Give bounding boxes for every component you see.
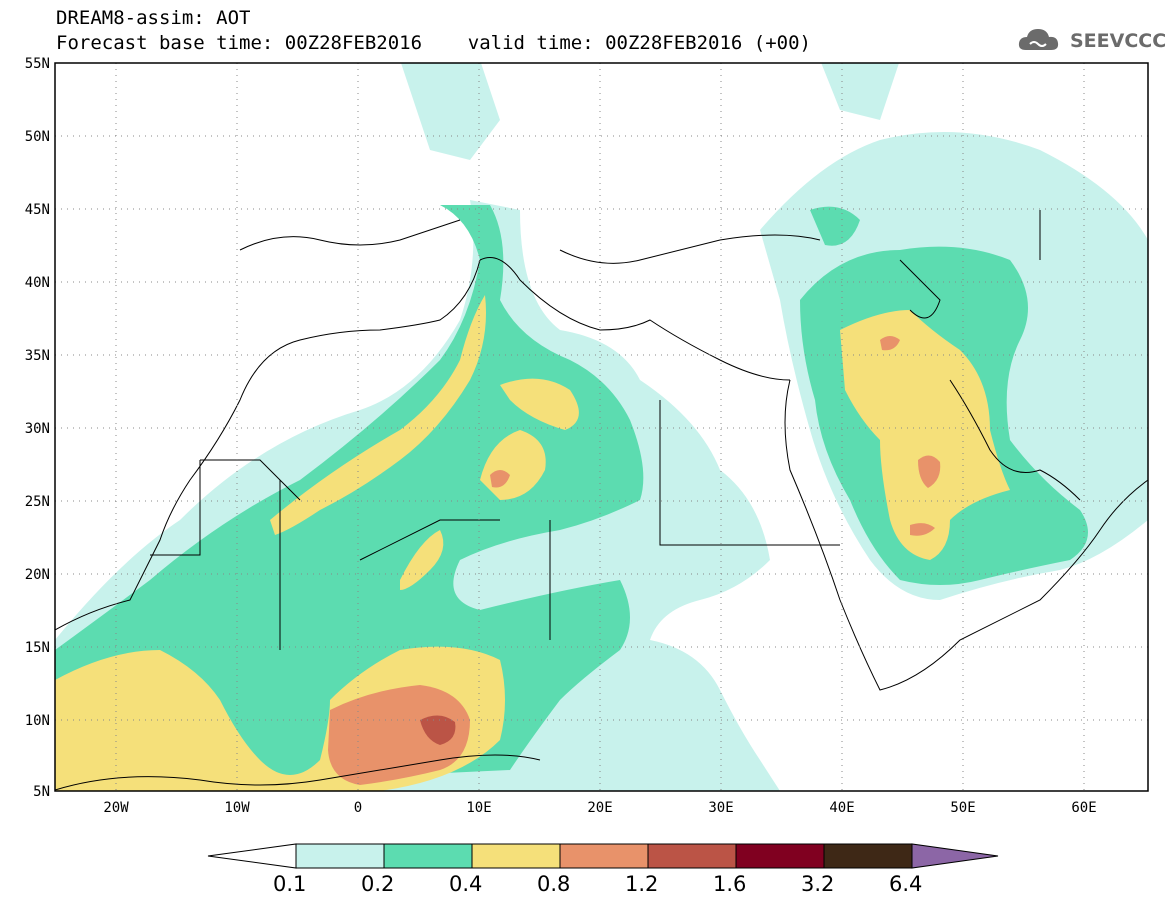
colorbar-segment bbox=[735, 843, 825, 869]
longitude-axis: 20W 10W 0 10E 20E 30E 40E 50E 60E bbox=[103, 800, 1096, 816]
colorbar-label: 0.4 bbox=[449, 872, 483, 896]
map-title: DREAM8-assim: AOT bbox=[56, 7, 251, 29]
lon-tick-label: 60E bbox=[1071, 800, 1096, 816]
colorbar-segment bbox=[471, 843, 561, 869]
colorbar-segment bbox=[823, 843, 913, 869]
map-frame bbox=[54, 62, 1149, 792]
colorbar-label: 0.8 bbox=[537, 872, 571, 896]
colorbar-label: 0.1 bbox=[273, 872, 307, 896]
colorbar bbox=[207, 843, 999, 869]
cloud-logo-icon bbox=[1018, 29, 1059, 50]
lat-tick-label: 5N bbox=[33, 784, 50, 800]
gridlines bbox=[55, 63, 1148, 791]
lat-tick-label: 40N bbox=[25, 275, 50, 291]
lat-tick-label: 50N bbox=[25, 129, 50, 145]
lon-tick-label: 0 bbox=[354, 800, 362, 816]
lon-tick-label: 20W bbox=[103, 800, 129, 816]
lat-tick-label: 25N bbox=[25, 494, 50, 510]
lon-tick-label: 50E bbox=[950, 800, 975, 816]
colorbar-segment bbox=[383, 843, 473, 869]
lat-tick-label: 35N bbox=[25, 348, 50, 364]
lat-tick-label: 15N bbox=[25, 640, 50, 656]
lon-tick-label: 40E bbox=[829, 800, 854, 816]
colorbar-segment bbox=[295, 843, 385, 869]
lon-tick-label: 30E bbox=[708, 800, 733, 816]
colorbar-high-arrow bbox=[911, 843, 999, 869]
colorbar-label: 1.2 bbox=[625, 872, 659, 896]
aot-shading bbox=[55, 63, 1148, 791]
colorbar-segment bbox=[559, 843, 649, 869]
colorbar-low-arrow bbox=[207, 843, 297, 869]
colorbar-segment bbox=[647, 843, 737, 869]
colorbar-label: 3.2 bbox=[801, 872, 835, 896]
logo bbox=[1016, 22, 1156, 58]
colorbar-label: 0.2 bbox=[361, 872, 395, 896]
lon-tick-label: 20E bbox=[587, 800, 612, 816]
colorbar-label: 6.4 bbox=[889, 872, 923, 896]
lon-tick-label: 10E bbox=[466, 800, 491, 816]
lat-tick-label: 55N bbox=[25, 56, 50, 72]
lon-tick-label: 10W bbox=[224, 800, 250, 816]
latitude-axis: 55N 50N 45N 40N 35N 30N 25N 20N 15N 10N … bbox=[25, 56, 50, 800]
forecast-time-subtitle: Forecast base time: 00Z28FEB2016 valid t… bbox=[56, 32, 811, 54]
coastlines bbox=[55, 210, 1148, 791]
lat-tick-label: 20N bbox=[25, 567, 50, 583]
lat-tick-label: 10N bbox=[25, 713, 50, 729]
colorbar-label: 1.6 bbox=[713, 872, 747, 896]
logo-text: SEEVCCC bbox=[1070, 30, 1165, 52]
lat-tick-label: 30N bbox=[25, 421, 50, 437]
lat-tick-label: 45N bbox=[25, 202, 50, 218]
